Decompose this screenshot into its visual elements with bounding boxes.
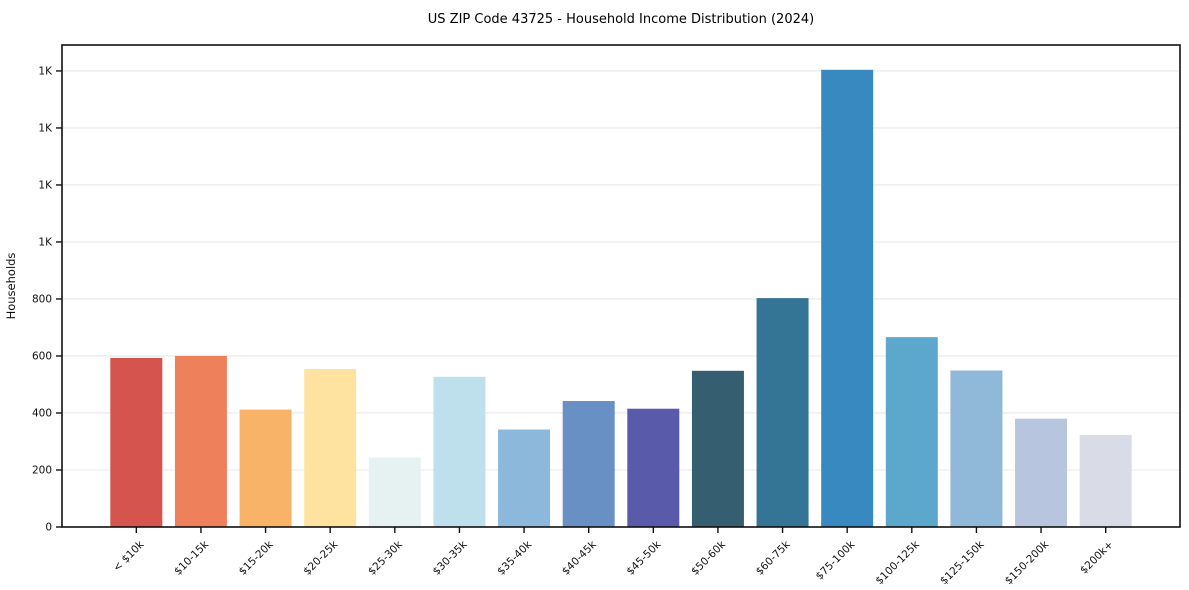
x-tick-label: $30-35k xyxy=(430,538,470,578)
bar-$10-15k xyxy=(174,355,227,527)
bars-group xyxy=(110,69,1132,528)
y-axis-title: Households xyxy=(4,253,18,320)
x-tick-label: $50-60k xyxy=(689,538,729,578)
x-tick-label: $75-100k xyxy=(814,538,858,582)
x-tick-label: < $10k xyxy=(111,538,147,574)
bar-$45-50k xyxy=(627,408,680,527)
y-tick-label: 600 xyxy=(32,351,52,363)
x-tick-label: $200k+ xyxy=(1078,539,1116,577)
x-tick-label: $35-40k xyxy=(495,538,535,578)
x-tick-label: $10-15k xyxy=(172,538,212,578)
bar-$50-60k xyxy=(691,370,744,527)
x-tick-label: $100-125k xyxy=(873,538,922,587)
x-tick-label: $150-200k xyxy=(1003,538,1052,587)
bar-$75-100k xyxy=(821,69,874,528)
bar-< $10k xyxy=(110,357,163,527)
bar-$125-150k xyxy=(950,370,1003,527)
y-tick-label: 0 xyxy=(45,522,52,534)
x-axis: < $10k $10-15k $15-20k $20-25k $25-30k $30-35… xyxy=(111,527,1116,587)
bar-$20-25k xyxy=(304,369,357,527)
bar-$15-20k xyxy=(239,409,292,527)
gridlines xyxy=(62,70,1180,471)
x-tick-label: $40-45k xyxy=(560,538,600,578)
y-tick-label: 1K xyxy=(38,237,53,249)
x-tick-label: $60-75k xyxy=(754,538,794,578)
x-tick-label: $125-150k xyxy=(938,538,987,587)
x-tick-label: $15-20k xyxy=(237,538,277,578)
y-axis: 0 200 400 600 800 1K 1K 1K 1K xyxy=(32,66,62,534)
bar-$150-200k xyxy=(1015,418,1068,527)
x-tick-label: $25-30k xyxy=(366,538,406,578)
bar-$40-45k xyxy=(562,401,615,527)
bar-$60-75k xyxy=(756,298,809,527)
bar-$30-35k xyxy=(433,376,486,527)
y-tick-label: 1K xyxy=(38,66,53,78)
bar-$35-40k xyxy=(498,429,551,527)
bar-$100-125k xyxy=(885,337,938,527)
x-tick-label: $20-25k xyxy=(301,538,341,578)
y-tick-label: 800 xyxy=(32,294,52,306)
x-tick-label: $45-50k xyxy=(624,538,664,578)
bar-$200k+ xyxy=(1079,434,1132,527)
y-tick-label: 400 xyxy=(32,408,52,420)
bar-$25-30k xyxy=(368,457,421,527)
y-tick-label: 1K xyxy=(38,123,53,135)
chart-title: US ZIP Code 43725 - Household Income Dis… xyxy=(428,12,814,27)
y-tick-label: 200 xyxy=(32,465,52,477)
y-tick-label: 1K xyxy=(38,180,53,192)
plot-border xyxy=(61,44,1181,528)
